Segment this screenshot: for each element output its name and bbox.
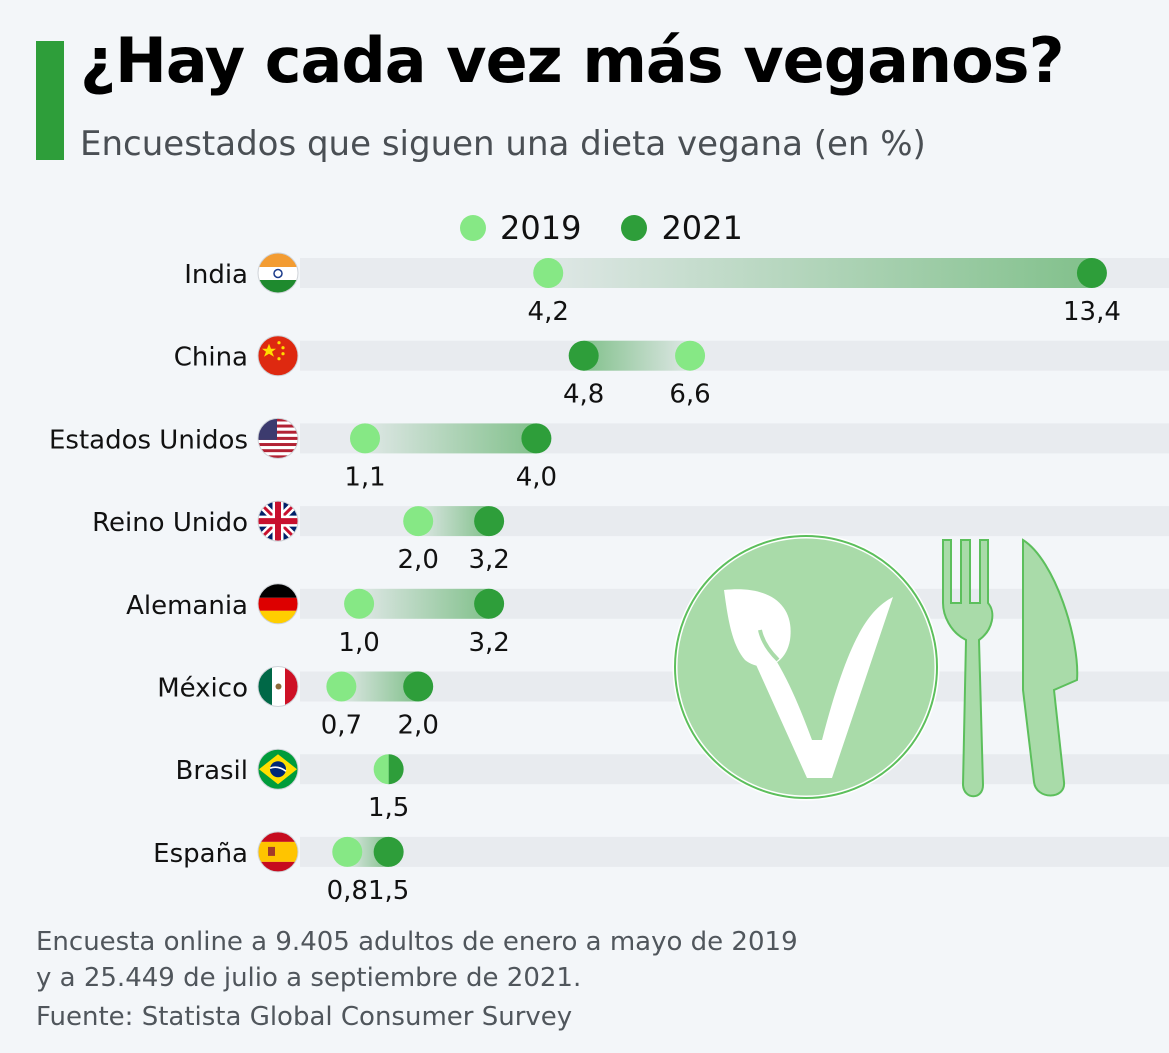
uk-flag-icon (257, 500, 299, 542)
footnote: Encuesta online a 9.405 adultos de enero… (36, 924, 798, 996)
value-label: 2,0 (398, 711, 439, 741)
legend-dot-2019 (460, 215, 486, 241)
value-label: 3,2 (468, 628, 509, 658)
country-label: Estados Unidos (49, 425, 248, 455)
legend: 2019 2021 (460, 206, 783, 250)
china-flag-icon (257, 335, 299, 377)
country-label: México (157, 674, 248, 704)
dot-2021 (403, 671, 434, 702)
dot-2021 (474, 588, 505, 619)
chart-rows: India 4,2 13,4 China 4,8 6,6 Estados Unidos 1,1… (49, 252, 1121, 906)
footnote-line-2: y a 25.449 de julio a septiembre de 2021… (36, 963, 582, 993)
dot-2019 (350, 423, 381, 454)
value-label: 0,7 (321, 711, 362, 741)
dot-2021 (388, 754, 404, 785)
dot-2019 (344, 588, 375, 619)
mexico-flag-icon (257, 666, 299, 707)
value-label: 3,2 (468, 545, 509, 575)
vegan-plate-and-cutlery-icon (672, 533, 1079, 801)
country-label: Reino Unido (92, 508, 248, 538)
value-label: 1,1 (344, 462, 385, 492)
value-label: 4,2 (528, 297, 569, 327)
dot-2019 (373, 754, 389, 785)
brazil-flag-icon (257, 748, 299, 790)
legend-label-2021: 2021 (661, 209, 743, 247)
dot-2021 (474, 506, 505, 537)
spain-flag-icon (257, 831, 299, 873)
value-label: 2,0 (398, 545, 439, 575)
value-label: 1,0 (338, 628, 379, 658)
legend-item-2021: 2021 (621, 209, 743, 247)
usa-flag-icon (257, 417, 299, 459)
value-label: 4,8 (563, 380, 604, 410)
country-label: China (174, 343, 248, 373)
india-flag-icon (257, 252, 299, 294)
dot-2019 (326, 671, 357, 702)
country-label: España (153, 839, 248, 869)
legend-item-2019: 2019 (460, 209, 581, 247)
country-label: India (184, 260, 248, 290)
accent-bar (36, 41, 64, 160)
dot-2021 (568, 340, 599, 371)
value-label: 1,5 (368, 793, 409, 823)
dot-2019 (675, 340, 706, 371)
range-bar (359, 588, 490, 619)
value-label: 6,6 (669, 380, 710, 410)
germany-flag-icon (257, 583, 299, 625)
country-label: Brasil (176, 756, 248, 786)
source-note: Fuente: Statista Global Consumer Survey (36, 1002, 573, 1032)
dot-2021 (1076, 258, 1107, 288)
dot-2021 (521, 423, 552, 454)
chart-subtitle: Encuestados que siguen una dieta vegana … (80, 124, 926, 164)
value-label: 0,8 (327, 876, 368, 906)
value-label: 4,0 (516, 462, 557, 492)
dot-2021 (373, 836, 404, 867)
range-bar (583, 340, 691, 371)
dot-2019 (533, 258, 564, 288)
dot-2019 (332, 836, 363, 867)
legend-dot-2021 (621, 215, 648, 241)
row-track (300, 836, 1169, 867)
footnote-line-1: Encuesta online a 9.405 adultos de enero… (36, 927, 798, 957)
range-bar (365, 423, 537, 454)
value-label: 1,5 (368, 876, 409, 906)
row-track (300, 340, 1169, 371)
legend-label-2019: 2019 (500, 209, 582, 247)
country-label: Alemania (126, 591, 248, 621)
chart-title: ¿Hay cada vez más veganos? (80, 24, 1065, 97)
value-label: 13,4 (1063, 297, 1121, 327)
dot-2019 (403, 506, 434, 537)
range-bar (548, 258, 1092, 288)
